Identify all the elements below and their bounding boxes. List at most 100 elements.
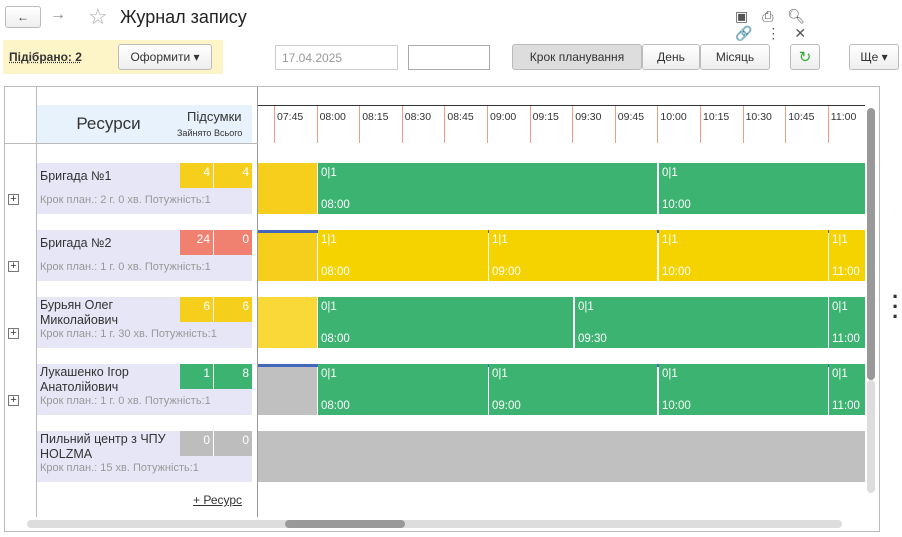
pre-block	[258, 230, 317, 281]
pre-block	[258, 163, 317, 214]
favorite[interactable]: ☆	[88, 4, 108, 29]
block-time: 11:00	[832, 400, 860, 412]
schedule-block[interactable]: 0|1 08:00	[318, 297, 573, 348]
window-icons[interactable]: ▣⎙🔍︎🔗⋮✕	[735, 8, 821, 41]
process-text: Оформити	[130, 50, 191, 64]
block-time: 08:00	[321, 266, 350, 278]
time-tick	[614, 106, 616, 143]
grid-frame	[4, 86, 880, 532]
info-cell	[37, 322, 252, 348]
resource-name: Пильний центр з ЧПУ HOLZMA	[40, 432, 166, 461]
refresh-button[interactable]: ↻	[790, 44, 820, 70]
schedule-block[interactable]: 0|1 10:00	[659, 163, 865, 214]
time-tick	[401, 106, 403, 143]
more-button[interactable]: Ще ▾	[849, 44, 899, 70]
block-time: 09:00	[492, 266, 521, 278]
block-label: 0|1	[321, 167, 337, 179]
process-button[interactable]: Оформити ▾	[118, 44, 212, 70]
block-label: 1|1	[321, 234, 337, 246]
time-label: 10:15	[703, 111, 730, 123]
schedule-block[interactable]: 0|1 08:00	[318, 163, 657, 214]
expand[interactable]: +	[8, 194, 19, 205]
timeline-top	[258, 105, 865, 106]
schedule-block[interactable]: 0|1 11:00	[829, 297, 865, 348]
resource-info: Крок план.: 1 г. 0 хв. Потужність:1	[40, 261, 211, 273]
busy-header: Зайнято	[177, 128, 212, 138]
block-label: 0|1	[492, 368, 508, 380]
total-cell: 4	[214, 163, 252, 188]
schedule-block[interactable]: 1|1 09:00	[489, 230, 657, 281]
totals-header: Підсумки	[187, 109, 242, 124]
total-cell: 8	[214, 364, 252, 389]
divider	[36, 87, 37, 517]
block-label: 0|1	[662, 368, 678, 380]
time-label: 10:00	[660, 111, 687, 123]
forward[interactable]: →	[50, 6, 66, 23]
h-track	[27, 520, 842, 528]
schedule-block[interactable]: 1|1 10:00	[659, 230, 828, 281]
info-cell	[37, 188, 252, 214]
time-tick	[827, 106, 829, 143]
add-resource[interactable]: + Ресурс	[193, 493, 243, 507]
back[interactable]: ←	[5, 6, 41, 28]
expand[interactable]: +	[8, 395, 19, 406]
time-label: 11:00	[830, 111, 857, 123]
resource-name: Бригада №1	[40, 169, 112, 183]
totals-header-bg	[180, 105, 252, 143]
time-label: 09:15	[532, 111, 559, 123]
time-tick	[487, 106, 488, 143]
select-field[interactable]	[408, 45, 490, 70]
block-label: 0|1	[321, 368, 337, 380]
resource-name: Лукашенко Ігор Анатолійович	[40, 365, 129, 394]
time-tick	[316, 106, 318, 143]
block-label: 0|1	[832, 368, 848, 380]
schedule-block[interactable]: 0|1 09:30	[575, 297, 828, 348]
block-label: 1|1	[832, 234, 848, 246]
schedule-block[interactable]: 1|1 11:00	[829, 230, 865, 281]
block-time: 09:30	[578, 333, 607, 345]
day-button[interactable]: День	[642, 44, 700, 70]
total-cell: 0	[214, 431, 252, 456]
side-menu[interactable]: · · ·	[892, 284, 900, 329]
info-cell	[37, 255, 252, 281]
v-scrollbar[interactable]	[867, 108, 875, 380]
time-label: 08:15	[362, 111, 389, 123]
block-time: 08:00	[321, 400, 350, 412]
pre-block	[258, 297, 317, 348]
busy-cell: 1	[180, 364, 213, 389]
time-tick	[742, 106, 744, 143]
resource-info: Крок план.: 1 г. 0 хв. Потужність:1	[40, 395, 211, 407]
total-cell: 6	[214, 297, 252, 322]
time-label: 07:45	[277, 111, 304, 123]
time-label: 09:45	[617, 111, 645, 123]
schedule-block[interactable]: 0|1 10:00	[659, 364, 828, 415]
date-field[interactable]: 17.04.2025	[275, 45, 398, 70]
resource-info: Крок план.: 15 хв. Потужність:1	[40, 462, 199, 474]
pre-block	[258, 364, 317, 415]
month-button[interactable]: Місяць	[700, 44, 770, 70]
name-cell	[37, 297, 180, 322]
name-cell	[37, 230, 180, 255]
info-cell	[37, 456, 252, 482]
block-time: 11:00	[832, 266, 860, 278]
time-tick	[657, 106, 659, 143]
block-time: 08:00	[321, 199, 350, 211]
block-label: 0|1	[662, 167, 678, 179]
divider	[257, 87, 258, 517]
time-tick	[700, 106, 701, 143]
expand[interactable]: +	[8, 261, 19, 272]
schedule-block[interactable]: 1|1 08:00	[318, 230, 488, 281]
block-time: 08:00	[321, 333, 350, 345]
block-time: 10:00	[662, 199, 691, 211]
time-label: 10:30	[745, 111, 772, 123]
time-tick	[274, 106, 275, 143]
schedule-block[interactable]: 0|1 08:00	[318, 364, 488, 415]
time-tick	[529, 106, 531, 143]
h-scrollbar[interactable]	[285, 520, 405, 528]
schedule-block[interactable]: 0|1 11:00	[829, 364, 865, 415]
selected-link[interactable]: Підібрано: 2	[9, 50, 82, 64]
expand[interactable]: +	[8, 328, 19, 339]
schedule-block[interactable]: 0|1 09:00	[489, 364, 657, 415]
step-button[interactable]: Крок планування	[512, 44, 642, 70]
